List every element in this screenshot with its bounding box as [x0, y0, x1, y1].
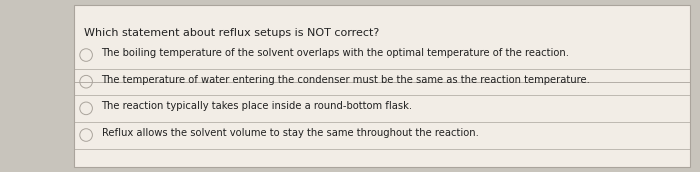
- Text: The boiling temperature of the solvent overlaps with the optimal temperature of : The boiling temperature of the solvent o…: [102, 48, 570, 58]
- Text: The reaction typically takes place inside a round-bottom flask.: The reaction typically takes place insid…: [102, 101, 412, 111]
- Text: Reflux allows the solvent volume to stay the same throughout the reaction.: Reflux allows the solvent volume to stay…: [102, 128, 478, 138]
- Text: The temperature of water entering the condenser must be the same as the reaction: The temperature of water entering the co…: [102, 75, 590, 85]
- FancyBboxPatch shape: [74, 5, 690, 167]
- Text: Which statement about reflux setups is NOT correct?: Which statement about reflux setups is N…: [84, 28, 379, 37]
